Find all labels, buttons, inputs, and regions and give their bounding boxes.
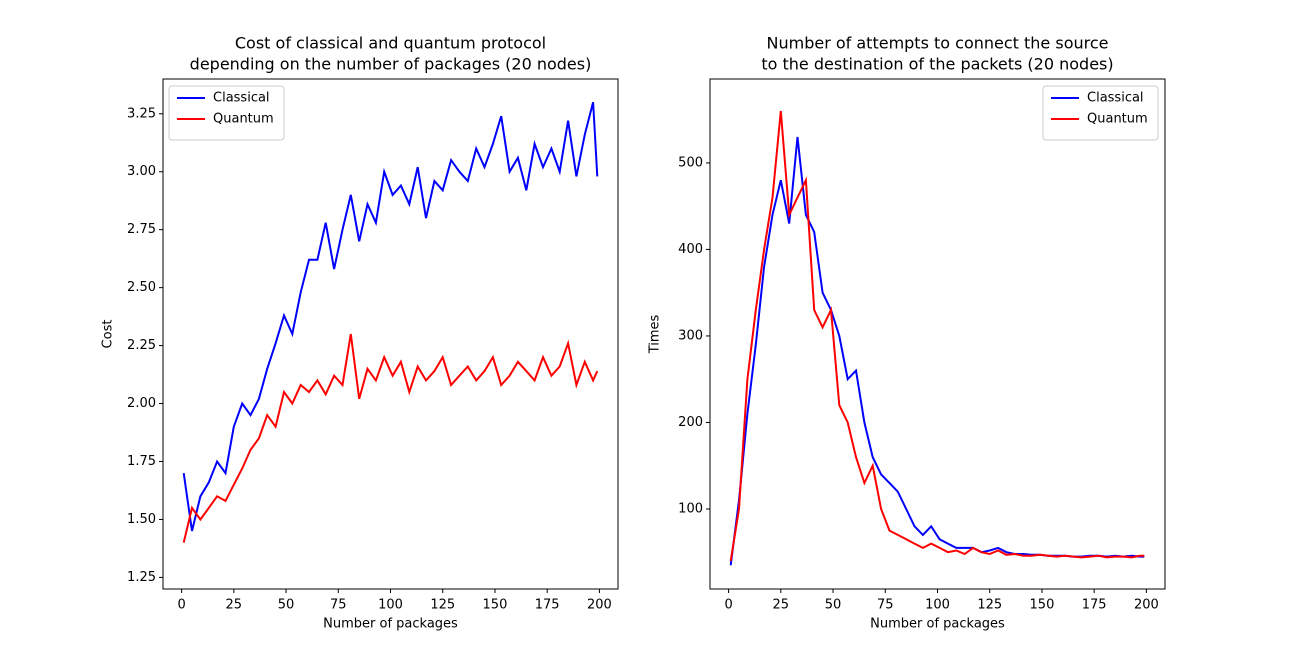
axes-frame	[709, 78, 1166, 590]
legend-box	[168, 85, 285, 141]
series-line	[729, 110, 1145, 562]
x-tick-label: 0	[177, 598, 185, 613]
y-tick-label: 2.50	[127, 280, 156, 295]
x-tick-label: 25	[773, 598, 790, 613]
legend-label: Quantum	[1087, 112, 1148, 127]
legend-label: Classical	[1087, 91, 1144, 106]
series-line	[182, 101, 599, 532]
y-tick-label: 2.25	[127, 338, 156, 353]
x-axis-label: Number of packages	[323, 617, 458, 632]
axes-frame	[162, 78, 619, 590]
legend-label: Quantum	[213, 112, 274, 127]
legend: Classical Quantum	[1042, 85, 1159, 141]
y-tick-label: 400	[678, 242, 703, 257]
x-tick-label: 175	[535, 598, 560, 613]
x-tick-label: 150	[483, 598, 508, 613]
y-tick-label: 2.00	[127, 396, 156, 411]
chart-title: depending on the number of packages (20 …	[190, 55, 592, 74]
x-tick-label: 150	[1030, 598, 1055, 613]
x-tick-label: 100	[925, 598, 950, 613]
x-tick-label: 200	[587, 598, 612, 613]
y-tick-label: 100	[678, 501, 703, 516]
subplot: Number of attempts to connect the source…	[648, 34, 1166, 632]
x-tick-label: 50	[278, 598, 295, 613]
y-tick-label: 300	[678, 328, 703, 343]
x-tick-label: 75	[877, 598, 894, 613]
subplot: Cost of classical and quantum protocol de…	[101, 34, 619, 632]
legend: Classical Quantum	[168, 85, 285, 141]
legend-box	[1042, 85, 1159, 141]
x-tick-label: 175	[1082, 598, 1107, 613]
x-tick-label: 0	[724, 598, 732, 613]
x-tick-label: 75	[330, 598, 347, 613]
y-tick-label: 1.25	[127, 570, 156, 585]
y-tick-label: 200	[678, 415, 703, 430]
x-tick-label: 200	[1134, 598, 1159, 613]
y-tick-label: 1.75	[127, 454, 156, 469]
x-tick-label: 50	[825, 598, 842, 613]
y-tick-label: 3.25	[127, 106, 156, 121]
series-line	[729, 136, 1145, 566]
y-axis-label: Times	[648, 314, 663, 354]
chart-title: Cost of classical and quantum protocol	[235, 34, 546, 53]
legend-label: Classical	[213, 91, 270, 106]
y-tick-label: 500	[678, 155, 703, 170]
series-line	[182, 333, 599, 543]
y-axis-label: Cost	[101, 320, 116, 349]
x-tick-label: 125	[977, 598, 1002, 613]
x-tick-label: 100	[378, 598, 403, 613]
y-tick-label: 3.00	[127, 164, 156, 179]
x-tick-label: 25	[226, 598, 243, 613]
chart-title: to the destination of the packets (20 no…	[761, 55, 1113, 74]
x-tick-label: 125	[430, 598, 455, 613]
y-tick-label: 2.75	[127, 222, 156, 237]
x-axis-label: Number of packages	[870, 617, 1005, 632]
chart-title: Number of attempts to connect the source	[767, 34, 1109, 53]
y-tick-label: 1.50	[127, 512, 156, 527]
